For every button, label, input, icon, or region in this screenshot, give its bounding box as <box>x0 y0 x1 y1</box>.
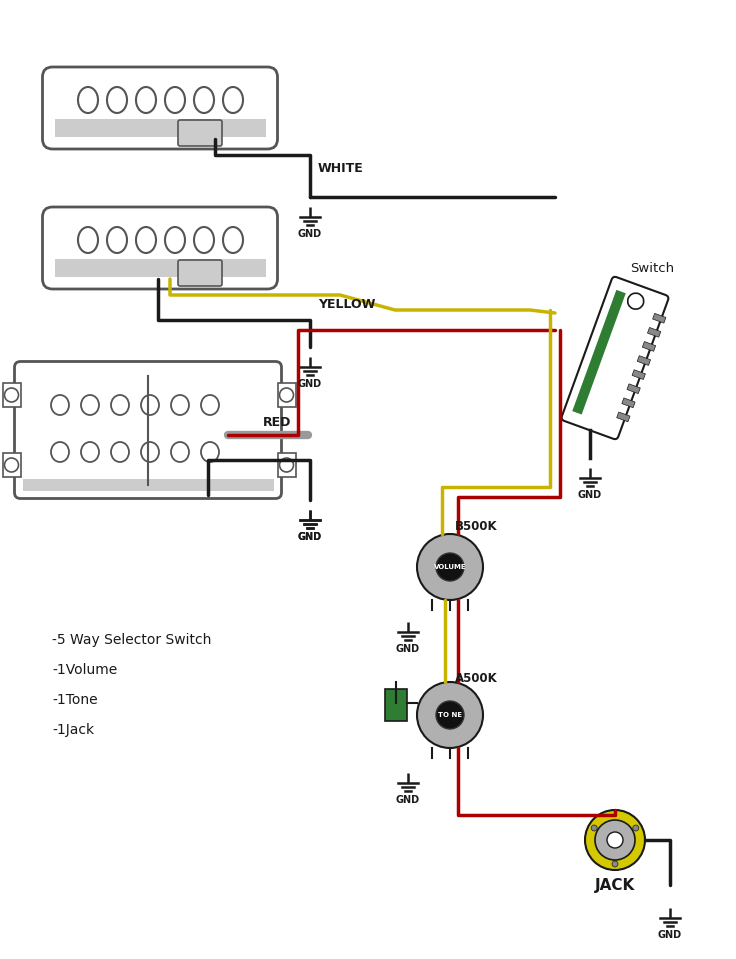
Circle shape <box>612 861 618 867</box>
Text: A500K: A500K <box>455 671 498 685</box>
Bar <box>648 327 661 338</box>
Text: Switch: Switch <box>630 262 674 274</box>
Bar <box>54 119 266 137</box>
Bar <box>622 398 635 408</box>
Ellipse shape <box>107 227 127 253</box>
Bar <box>2 453 21 477</box>
Ellipse shape <box>111 395 129 415</box>
Text: RED: RED <box>263 416 291 430</box>
Ellipse shape <box>81 442 99 462</box>
Text: GND: GND <box>658 930 682 940</box>
Bar <box>637 356 651 365</box>
Ellipse shape <box>223 227 243 253</box>
Circle shape <box>633 825 639 831</box>
Bar <box>277 453 295 477</box>
Ellipse shape <box>51 395 69 415</box>
Text: GND: GND <box>298 229 322 239</box>
Text: TO NE: TO NE <box>438 712 462 718</box>
Bar <box>632 370 645 380</box>
Ellipse shape <box>141 395 159 415</box>
Bar <box>627 384 640 393</box>
Text: GND: GND <box>298 379 322 389</box>
Text: JACK: JACK <box>595 878 635 893</box>
FancyBboxPatch shape <box>15 362 281 499</box>
Ellipse shape <box>51 442 69 462</box>
Bar <box>23 479 274 490</box>
Text: GND: GND <box>396 795 420 805</box>
FancyBboxPatch shape <box>178 260 222 286</box>
Circle shape <box>628 293 644 309</box>
Ellipse shape <box>136 227 156 253</box>
Ellipse shape <box>171 442 189 462</box>
Circle shape <box>4 388 18 402</box>
Ellipse shape <box>81 395 99 415</box>
Ellipse shape <box>201 442 219 462</box>
Circle shape <box>4 458 18 472</box>
Bar <box>573 290 626 414</box>
Ellipse shape <box>136 87 156 113</box>
Ellipse shape <box>194 87 214 113</box>
Ellipse shape <box>78 87 98 113</box>
Text: -1Tone: -1Tone <box>52 693 98 707</box>
Circle shape <box>417 534 483 600</box>
Ellipse shape <box>165 87 185 113</box>
Text: YELLOW: YELLOW <box>318 298 375 312</box>
Ellipse shape <box>141 442 159 462</box>
Ellipse shape <box>107 87 127 113</box>
Circle shape <box>280 388 294 402</box>
Circle shape <box>436 701 464 729</box>
Bar <box>385 689 407 721</box>
Circle shape <box>436 553 464 581</box>
FancyBboxPatch shape <box>178 120 222 146</box>
Circle shape <box>595 820 635 860</box>
FancyBboxPatch shape <box>43 207 277 289</box>
Text: VOLUME: VOLUME <box>434 564 467 570</box>
Ellipse shape <box>171 395 189 415</box>
Circle shape <box>591 825 597 831</box>
Circle shape <box>417 682 483 748</box>
Circle shape <box>585 810 645 870</box>
Text: GND: GND <box>396 644 420 654</box>
Text: GND: GND <box>578 490 602 500</box>
Text: GND: GND <box>298 532 322 542</box>
FancyBboxPatch shape <box>43 67 277 149</box>
Ellipse shape <box>201 395 219 415</box>
Text: B500K: B500K <box>455 521 498 533</box>
Bar <box>653 314 666 323</box>
Text: GND: GND <box>298 532 322 542</box>
Text: -1Volume: -1Volume <box>52 663 117 677</box>
Bar <box>277 383 295 407</box>
Bar <box>643 341 656 351</box>
Circle shape <box>280 458 294 472</box>
Text: -1Jack: -1Jack <box>52 723 94 737</box>
Text: WHITE: WHITE <box>318 161 364 175</box>
Ellipse shape <box>194 227 214 253</box>
Text: -5 Way Selector Switch: -5 Way Selector Switch <box>52 633 211 647</box>
Circle shape <box>607 832 623 848</box>
FancyBboxPatch shape <box>562 277 668 439</box>
Ellipse shape <box>78 227 98 253</box>
Ellipse shape <box>165 227 185 253</box>
Bar <box>617 412 630 422</box>
Bar <box>54 259 266 277</box>
Ellipse shape <box>223 87 243 113</box>
Ellipse shape <box>111 442 129 462</box>
Bar <box>2 383 21 407</box>
